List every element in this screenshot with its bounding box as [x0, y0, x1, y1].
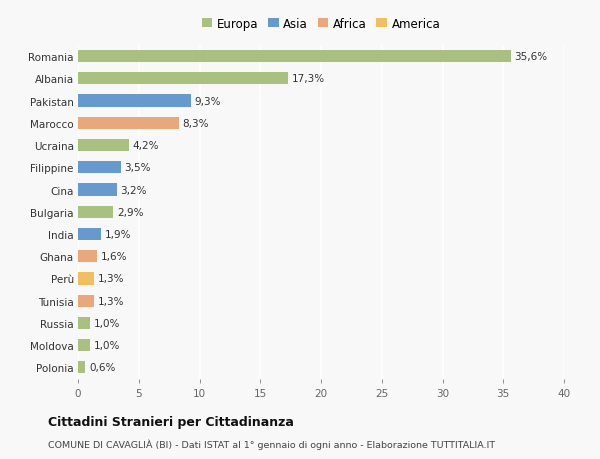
- Text: 0,6%: 0,6%: [89, 363, 115, 373]
- Text: 1,0%: 1,0%: [94, 341, 120, 350]
- Bar: [78, 206, 113, 218]
- Bar: [78, 73, 288, 85]
- Text: 35,6%: 35,6%: [514, 52, 547, 62]
- Bar: [78, 162, 121, 174]
- Text: 1,6%: 1,6%: [101, 252, 128, 262]
- Text: COMUNE DI CAVAGLIÀ (BI) - Dati ISTAT al 1° gennaio di ogni anno - Elaborazione T: COMUNE DI CAVAGLIÀ (BI) - Dati ISTAT al …: [48, 438, 495, 449]
- Bar: [78, 140, 129, 152]
- Text: 2,9%: 2,9%: [117, 207, 143, 217]
- Text: 8,3%: 8,3%: [182, 118, 209, 129]
- Bar: [78, 251, 97, 263]
- Text: 4,2%: 4,2%: [133, 141, 159, 151]
- Text: 1,0%: 1,0%: [94, 318, 120, 328]
- Bar: [78, 295, 94, 307]
- Text: Cittadini Stranieri per Cittadinanza: Cittadini Stranieri per Cittadinanza: [48, 415, 294, 428]
- Bar: [78, 229, 101, 241]
- Text: 3,5%: 3,5%: [124, 163, 151, 173]
- Text: 1,9%: 1,9%: [105, 230, 131, 240]
- Text: 3,2%: 3,2%: [121, 185, 147, 195]
- Bar: [78, 317, 90, 329]
- Text: 9,3%: 9,3%: [194, 96, 221, 106]
- Bar: [78, 362, 85, 374]
- Bar: [78, 184, 117, 196]
- Bar: [78, 339, 90, 352]
- Text: 17,3%: 17,3%: [292, 74, 325, 84]
- Bar: [78, 51, 511, 63]
- Legend: Europa, Asia, Africa, America: Europa, Asia, Africa, America: [199, 15, 443, 33]
- Bar: [78, 118, 179, 129]
- Text: 1,3%: 1,3%: [97, 274, 124, 284]
- Bar: [78, 95, 191, 107]
- Text: 1,3%: 1,3%: [97, 296, 124, 306]
- Bar: [78, 273, 94, 285]
